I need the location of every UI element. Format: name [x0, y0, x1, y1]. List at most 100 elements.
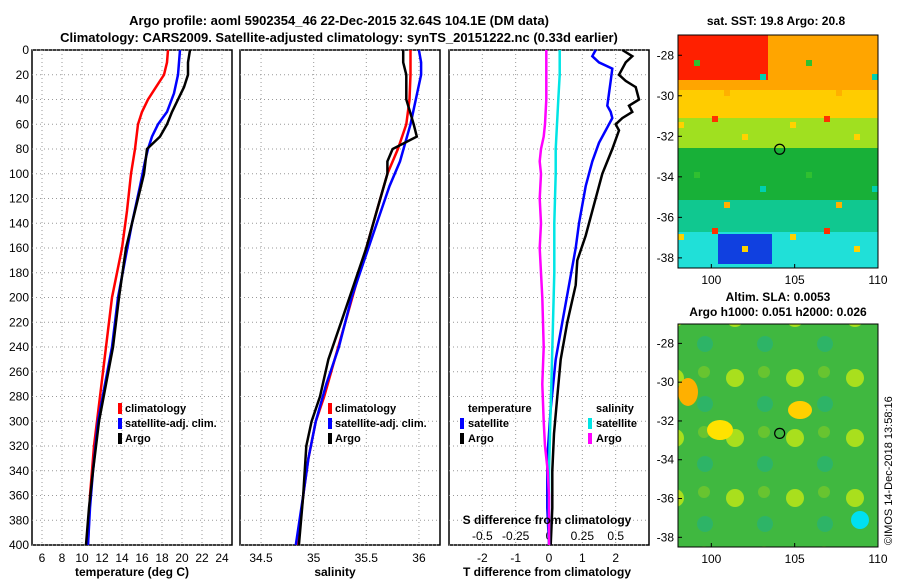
argo-location-marker: [774, 143, 786, 155]
y-tick-label: 60: [16, 117, 30, 131]
sla-field-texture: [678, 324, 878, 547]
salinity-panel: 34.5 35 35.5 36 salinity climatology satell…: [239, 49, 441, 579]
legend-swatch-climatology: [118, 403, 122, 414]
sst-map-image: [677, 34, 879, 269]
sst-pixel-noise: [678, 35, 878, 268]
y-tick-label: 240: [9, 340, 29, 354]
x-tick-label: 14: [115, 551, 129, 565]
legend-swatch-argo: [328, 433, 332, 444]
y-tick-label: 80: [16, 142, 30, 156]
salinity-x-label: salinity: [314, 565, 356, 579]
map-x-tick-label: 105: [785, 552, 805, 566]
y-tick-label: 320: [9, 439, 29, 453]
x-tick-label: 18: [155, 551, 169, 565]
y-tick-label: 200: [9, 291, 29, 305]
y-tick-label: 400: [9, 538, 29, 552]
legend-label-satellite: satellite-adj. clim.: [125, 418, 217, 430]
map-y-tick-label: -32: [657, 414, 675, 428]
map-y-tick-label: -28: [657, 48, 675, 62]
x-tick-label: -1: [510, 551, 521, 565]
series-line-t-satellite: [546, 49, 614, 546]
legend-label-argo: Argo: [125, 433, 151, 445]
difference-plot-area: -2 -1 0 1 2-0.5 -0.25 0 0.25 0.5: [449, 48, 649, 565]
y-tick-label: 360: [9, 489, 29, 503]
map-y-tick-label: -32: [657, 129, 675, 143]
series-line-argo: [84, 49, 192, 546]
legend-swatch-t-argo: [460, 433, 464, 444]
legend-title-salinity: salinity: [596, 403, 635, 415]
title-line-1: Argo profile: aoml 5902354_46 22-Dec-201…: [129, 13, 549, 28]
sla-map-panel: Altim. SLA: 0.0053 Argo h1000: 0.051 h20…: [657, 290, 888, 566]
s-x-tick-label: -0.25: [502, 529, 530, 543]
map-y-tick-label: -34: [657, 453, 675, 467]
temperature-plot-area: 0 20 40 60 80 100 120 140 160 180 200 220 240 260 280 3…: [9, 43, 232, 565]
map-x-tick-label: 100: [701, 273, 721, 287]
difference-x-label: T difference from climatology: [463, 565, 631, 579]
x-tick-label: 8: [59, 551, 66, 565]
y-tick-label: 260: [9, 365, 29, 379]
sst-map-title: sat. SST: 19.8 Argo: 20.8: [707, 14, 846, 28]
series-line-climatology: [86, 49, 170, 546]
series-line-argo: [297, 50, 419, 546]
s-x-tick-label: -0.5: [472, 529, 493, 543]
y-tick-label: 340: [9, 464, 29, 478]
x-tick-label: 2: [612, 551, 619, 565]
series-line-s-argo: [538, 50, 551, 545]
salinity-legend: climatology satellite-adj. clim. Argo: [328, 403, 427, 445]
difference-panel: -2 -1 0 1 2-0.5 -0.25 0 0.25 0.5 T difference fr…: [448, 48, 650, 579]
legend-swatch-s-argo: [588, 433, 592, 444]
legend-swatch-satellite: [328, 418, 332, 429]
x-tick-label: 34.5: [249, 551, 273, 565]
legend-label-t-argo: Argo: [468, 433, 494, 445]
x-tick-label: 6: [39, 551, 46, 565]
sla-anomaly-high: [678, 378, 698, 406]
sst-map-panel: sat. SST: 19.8 Argo: 20.8 100 105 110 -28 -3…: [657, 14, 888, 287]
y-tick-label: 0: [22, 43, 29, 57]
sla-map-frame: [677, 323, 879, 548]
map-y-tick-label: -30: [657, 89, 675, 103]
x-tick-label: -2: [477, 551, 488, 565]
legend-title-temperature: temperature: [468, 403, 532, 415]
credit-text: ©IMOS 14-Dec-2018 13:58:16: [883, 396, 895, 545]
map-y-tick-label: -38: [657, 251, 675, 265]
x-tick-label: 35.5: [355, 551, 379, 565]
x-tick-label: 20: [175, 551, 189, 565]
sla-map-axes: 100 105 110 -28 -30 -32 -34 -36 -38: [657, 336, 888, 566]
y-tick-label: 100: [9, 167, 29, 181]
y-tick-label: 120: [9, 192, 29, 206]
map-y-tick-label: -34: [657, 170, 675, 184]
series-line-t-argo: [549, 48, 641, 546]
argo-location-marker: [774, 427, 786, 439]
legend-swatch-climatology: [328, 403, 332, 414]
y-tick-label: 140: [9, 216, 29, 230]
sla-anomaly-high: [788, 401, 812, 419]
sla-anomaly-low: [851, 511, 869, 529]
y-tick-label: 280: [9, 390, 29, 404]
x-tick-label: 16: [135, 551, 149, 565]
y-tick-label: 160: [9, 241, 29, 255]
map-y-tick-label: -36: [657, 210, 675, 224]
salinity-plot-area: 34.5 35 35.5 36: [240, 49, 440, 565]
legend-swatch-satellite: [118, 418, 122, 429]
title-line-2: Climatology: CARS2009. Satellite-adjuste…: [60, 30, 618, 45]
y-tick-label: 40: [16, 93, 30, 107]
difference-legend: temperature satellite Argo salinity sate…: [460, 403, 637, 445]
temperature-legend: climatology satellite-adj. clim. Argo: [118, 403, 217, 445]
x-tick-label: 24: [215, 551, 229, 565]
x-tick-label: 0: [546, 551, 553, 565]
legend-label-climatology: climatology: [335, 403, 397, 415]
legend-label-climatology: climatology: [125, 403, 187, 415]
temperature-panel: 0 20 40 60 80 100 120 140 160 180 200 220 240 260 280 3…: [9, 43, 233, 579]
map-x-tick-label: 110: [868, 552, 887, 566]
map-x-tick-label: 100: [701, 552, 721, 566]
s-x-tick-label: 0.5: [607, 529, 624, 543]
legend-label-s-satellite: satellite: [596, 418, 637, 430]
sla-map-image: [677, 323, 879, 548]
map-x-tick-label: 110: [868, 273, 887, 287]
y-tick-label: 20: [16, 68, 30, 82]
legend-swatch-t-satellite: [460, 418, 464, 429]
map-y-tick-label: -36: [657, 492, 675, 506]
y-tick-label: 380: [9, 513, 29, 527]
y-tick-label: 300: [9, 414, 29, 428]
map-y-tick-label: -30: [657, 375, 675, 389]
